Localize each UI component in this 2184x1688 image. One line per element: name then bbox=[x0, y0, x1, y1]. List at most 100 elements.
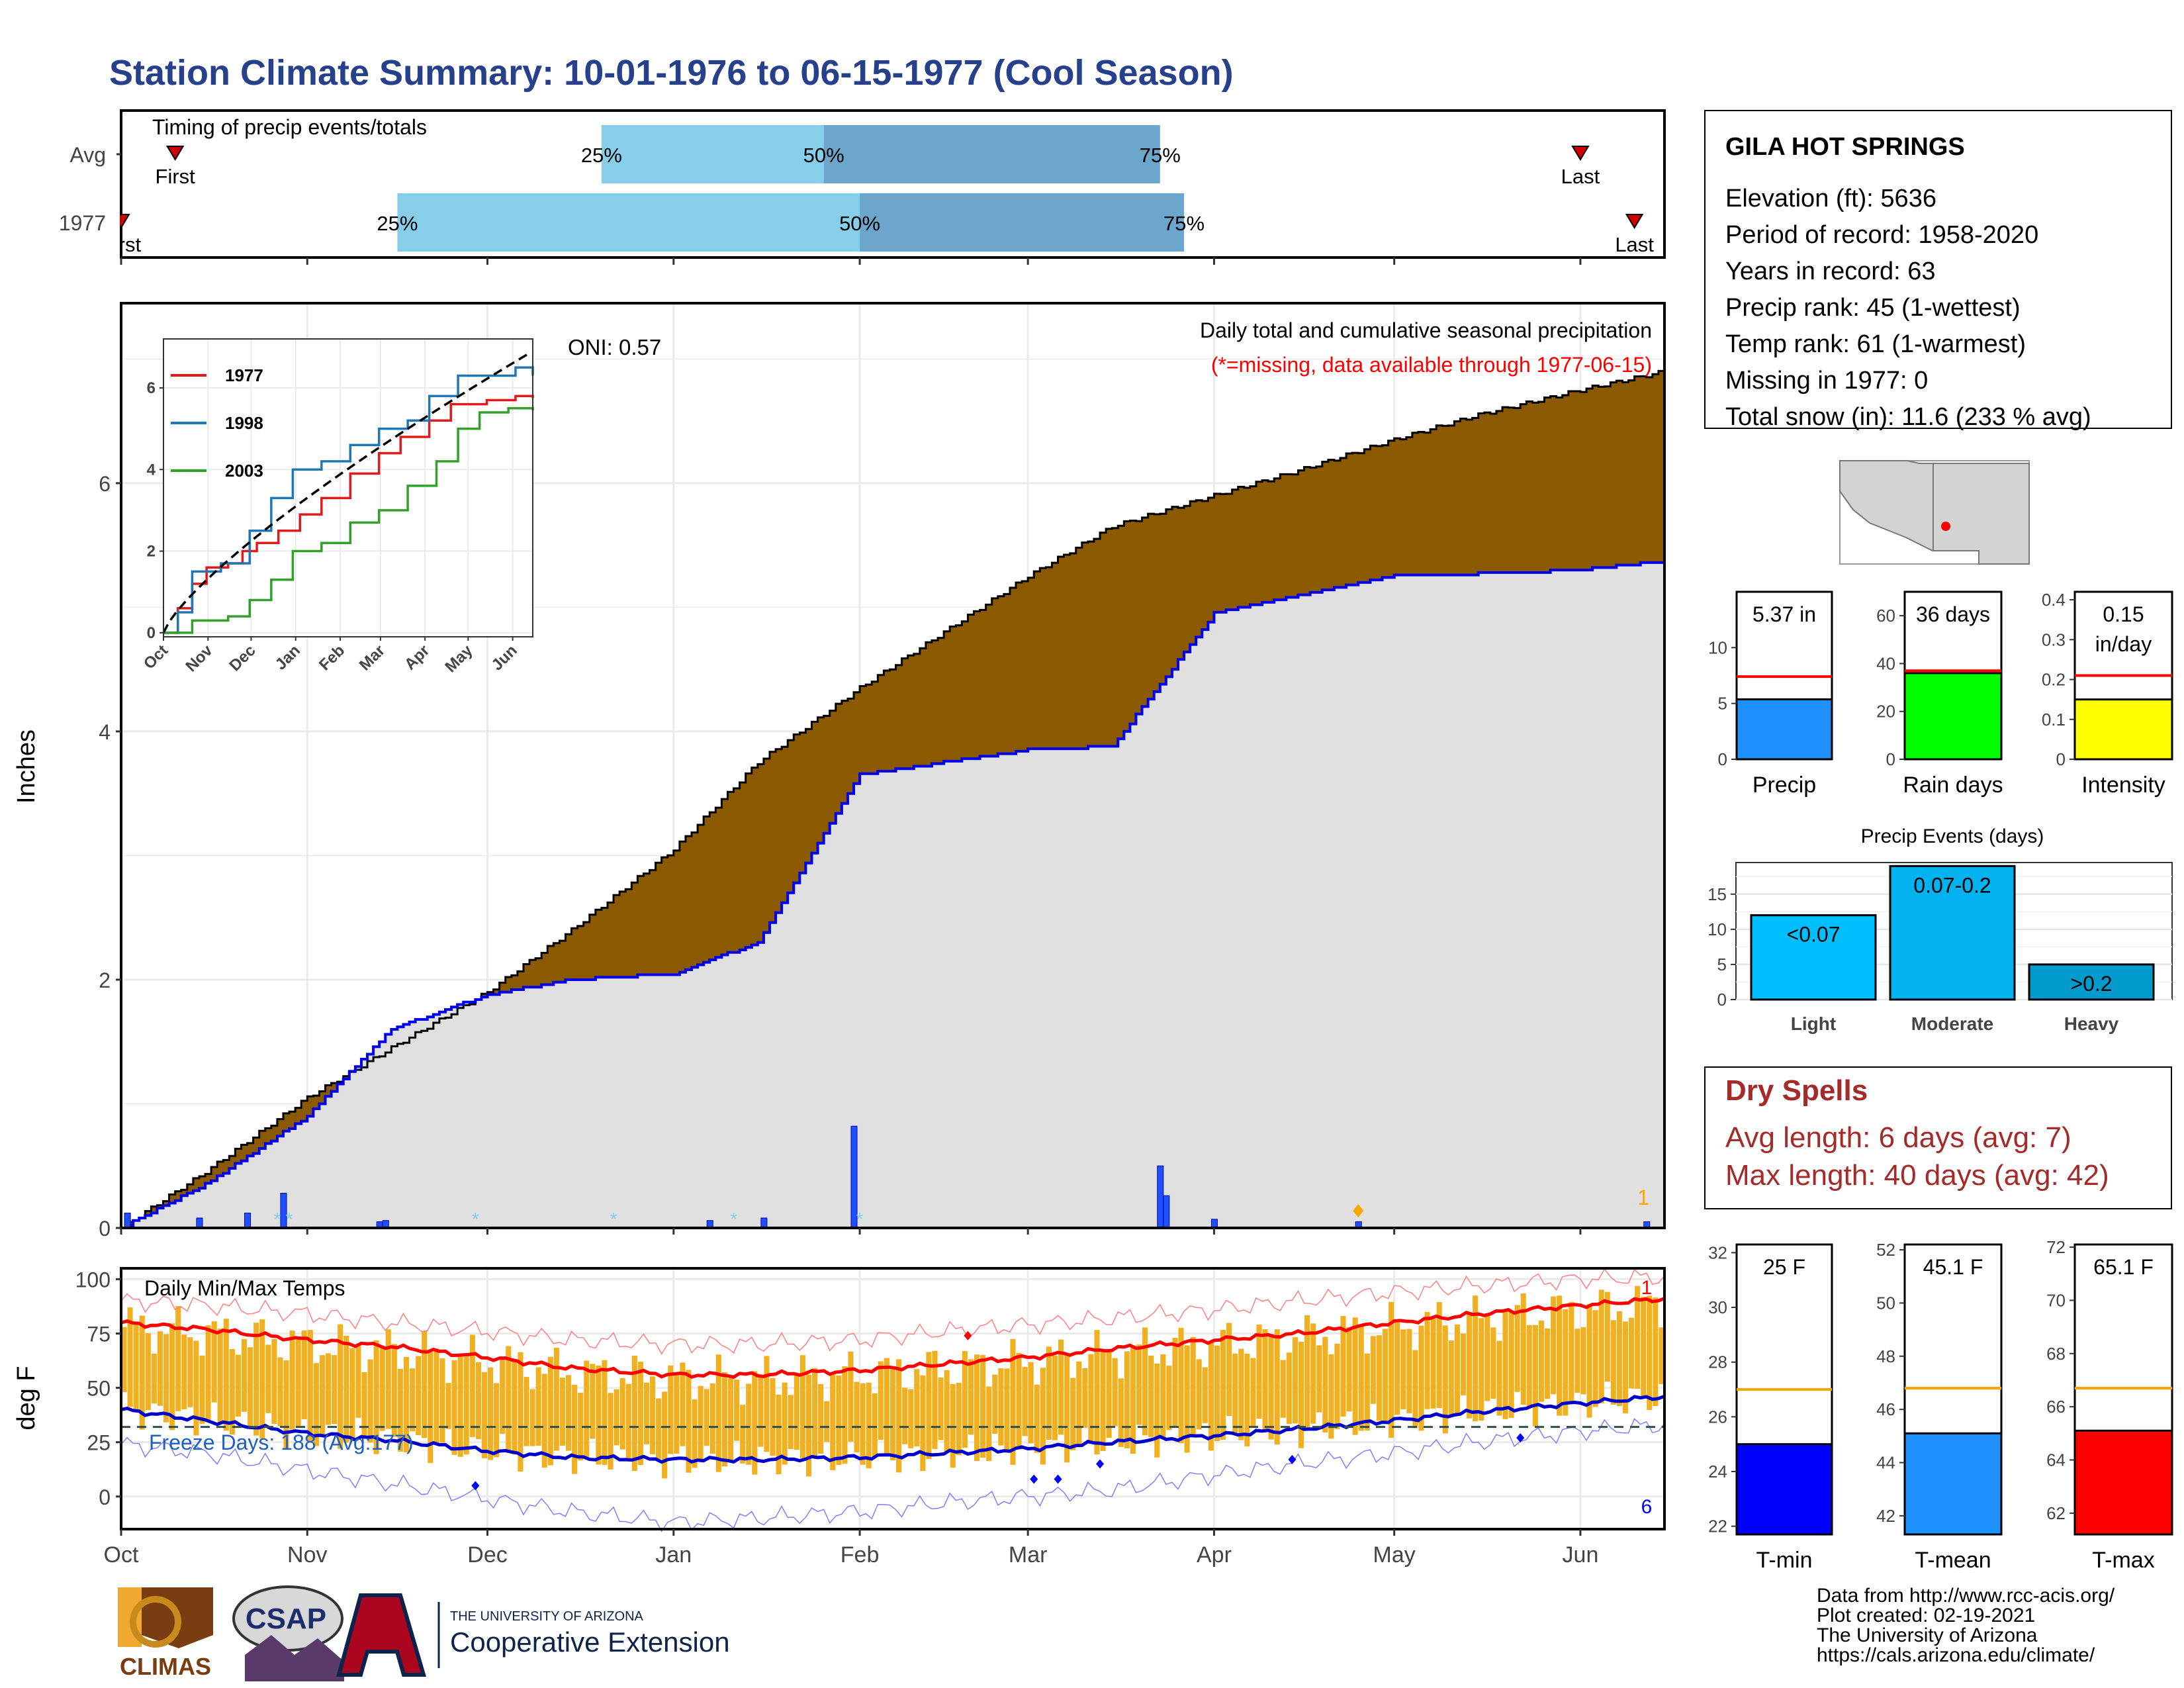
inset-y-tick-label: 6 bbox=[147, 379, 156, 397]
month-axis-label: Apr bbox=[1197, 1542, 1232, 1568]
daily-temp-bar bbox=[709, 1383, 715, 1454]
daily-temp-bar bbox=[1641, 1297, 1647, 1398]
temp-frame bbox=[120, 1267, 1666, 1530]
missing-note: (*=missing, data available through 1977-… bbox=[1211, 353, 1652, 377]
timing-panel: Timing of precip events/totals Avg 25% 50%… bbox=[0, 109, 1666, 265]
events-y-tick-label: 15 bbox=[1707, 884, 1727, 904]
daily-temp-bar bbox=[884, 1358, 889, 1456]
daily-temp-bar bbox=[518, 1352, 523, 1472]
daily-temp-bar bbox=[1016, 1352, 1022, 1450]
daily-temp-bar bbox=[830, 1374, 836, 1470]
daily-temp-bar bbox=[121, 1327, 127, 1392]
daily-temp-bar bbox=[794, 1374, 799, 1450]
precip-header: Daily total and cumulative seasonal prec… bbox=[1200, 318, 1652, 342]
csap-logo: CSAP bbox=[232, 1585, 344, 1681]
daily-temp-bar bbox=[950, 1383, 956, 1468]
daily-temp-bar bbox=[301, 1330, 307, 1420]
daily-temp-bar bbox=[746, 1383, 752, 1465]
daily-temp-bar bbox=[295, 1337, 301, 1427]
daily-temp-bar bbox=[596, 1365, 602, 1465]
climas-text: CLIMAS bbox=[120, 1653, 211, 1680]
daily-temp-bar bbox=[1574, 1329, 1580, 1393]
timing-last-marker bbox=[1571, 146, 1590, 161]
timing-row-label: Avg bbox=[69, 143, 106, 167]
info-total-snow: Total snow (in): 11.6 (233 % avg) bbox=[1725, 403, 2091, 431]
credit-data-source: Data from http://www.rcc-acis.org/ bbox=[1817, 1585, 2115, 1607]
daily-temp-bar bbox=[547, 1356, 553, 1466]
daily-temp-bar bbox=[1502, 1311, 1508, 1419]
daily-temp-bar bbox=[475, 1362, 481, 1439]
daily-temp-bar bbox=[1448, 1340, 1454, 1417]
daily-precip-bar bbox=[196, 1217, 203, 1229]
daily-temp-bar bbox=[1148, 1355, 1154, 1438]
month-axis-label: Feb bbox=[841, 1542, 880, 1568]
daily-temp-bar bbox=[193, 1340, 199, 1436]
daily-temp-bar bbox=[680, 1362, 686, 1446]
precip-y-tick-label: 6 bbox=[99, 472, 111, 496]
daily-temp-bar bbox=[391, 1344, 397, 1437]
ua-line2: Cooperative Extension bbox=[450, 1626, 730, 1658]
bar-value bbox=[2073, 1429, 2173, 1536]
daily-temp-bar bbox=[403, 1356, 410, 1453]
daily-temp-bar bbox=[1070, 1378, 1076, 1450]
bar-y-tick-label: 5 bbox=[1718, 694, 1727, 714]
inset-line-2003 bbox=[163, 407, 534, 634]
credits: Data from http://www.rcc-acis.org/ Plot … bbox=[1817, 1585, 2115, 1666]
bar-y-tick-label: 20 bbox=[1876, 702, 1895, 722]
daily-temp-bar bbox=[1244, 1353, 1250, 1446]
daily-temp-bar bbox=[1473, 1295, 1479, 1422]
month-axis-label: May bbox=[1373, 1542, 1416, 1568]
daily-temp-bar bbox=[319, 1355, 326, 1435]
daily-temp-bar bbox=[878, 1361, 884, 1440]
daily-temp-bar bbox=[974, 1354, 980, 1462]
daily-temp-bar bbox=[307, 1330, 313, 1442]
daily-temp-bar bbox=[199, 1355, 205, 1424]
daily-temp-bar bbox=[163, 1334, 169, 1423]
daily-temp-bar bbox=[397, 1368, 403, 1452]
inset-bg bbox=[163, 339, 533, 637]
month-axis-label: Mar bbox=[1009, 1542, 1048, 1568]
daily-temp-bar bbox=[1659, 1327, 1664, 1384]
ua-logo: THE UNIVERSITY OF ARIZONA Cooperative Ex… bbox=[336, 1593, 730, 1677]
daily-temp-bar bbox=[1316, 1345, 1322, 1413]
daily-temp-bar bbox=[1094, 1330, 1100, 1455]
bar-y-tick-label: 68 bbox=[2046, 1344, 2066, 1364]
daily-temp-bar bbox=[259, 1319, 265, 1439]
daily-temp-bar bbox=[1172, 1337, 1178, 1428]
daily-temp-bar bbox=[1479, 1318, 1484, 1421]
bar-y-tick-label: 62 bbox=[2046, 1503, 2066, 1523]
daily-temp-bar bbox=[956, 1383, 962, 1456]
daily-temp-bar bbox=[590, 1364, 596, 1439]
bar-y-tick-label: 72 bbox=[2046, 1237, 2066, 1257]
bar-value-label-2: in/day bbox=[2095, 632, 2152, 656]
dry-spells-frame bbox=[1704, 1066, 2172, 1209]
daily-temp-bar bbox=[1166, 1366, 1172, 1430]
daily-temp-bar bbox=[656, 1398, 662, 1460]
bar-value-label: 65.1 F bbox=[2093, 1255, 2154, 1279]
daily-temp-bar bbox=[1214, 1345, 1220, 1442]
daily-temp-bar bbox=[523, 1377, 529, 1446]
daily-temp-bar bbox=[1100, 1351, 1106, 1452]
month-axis-label: Jan bbox=[655, 1542, 692, 1568]
temp-y-tick-label: 50 bbox=[87, 1377, 111, 1401]
temp-y-tick-label: 100 bbox=[75, 1268, 111, 1291]
timing-last-label: Last bbox=[1561, 165, 1600, 188]
daily-temp-bar bbox=[559, 1378, 565, 1446]
record-low-marker bbox=[1516, 1433, 1525, 1443]
daily-temp-bar bbox=[1154, 1364, 1160, 1458]
bar-y-tick-label: 0 bbox=[2056, 749, 2066, 769]
month-axis-label: Jun bbox=[1563, 1542, 1599, 1568]
bar-y-tick-label: 40 bbox=[1876, 653, 1895, 673]
bar-y-tick-label: 0.2 bbox=[2042, 670, 2066, 690]
daily-temp-bar bbox=[1112, 1358, 1118, 1427]
daily-temp-bar bbox=[1454, 1324, 1460, 1414]
info-years: Years in record: 63 bbox=[1725, 258, 1936, 285]
record-marker bbox=[1353, 1204, 1364, 1217]
events-category-label: Heavy bbox=[2064, 1013, 2119, 1034]
daily-temp-bar bbox=[1388, 1301, 1394, 1438]
daily-temp-bar bbox=[602, 1360, 608, 1465]
daily-temp-bar bbox=[1256, 1324, 1262, 1419]
daily-temp-bar bbox=[175, 1305, 181, 1411]
